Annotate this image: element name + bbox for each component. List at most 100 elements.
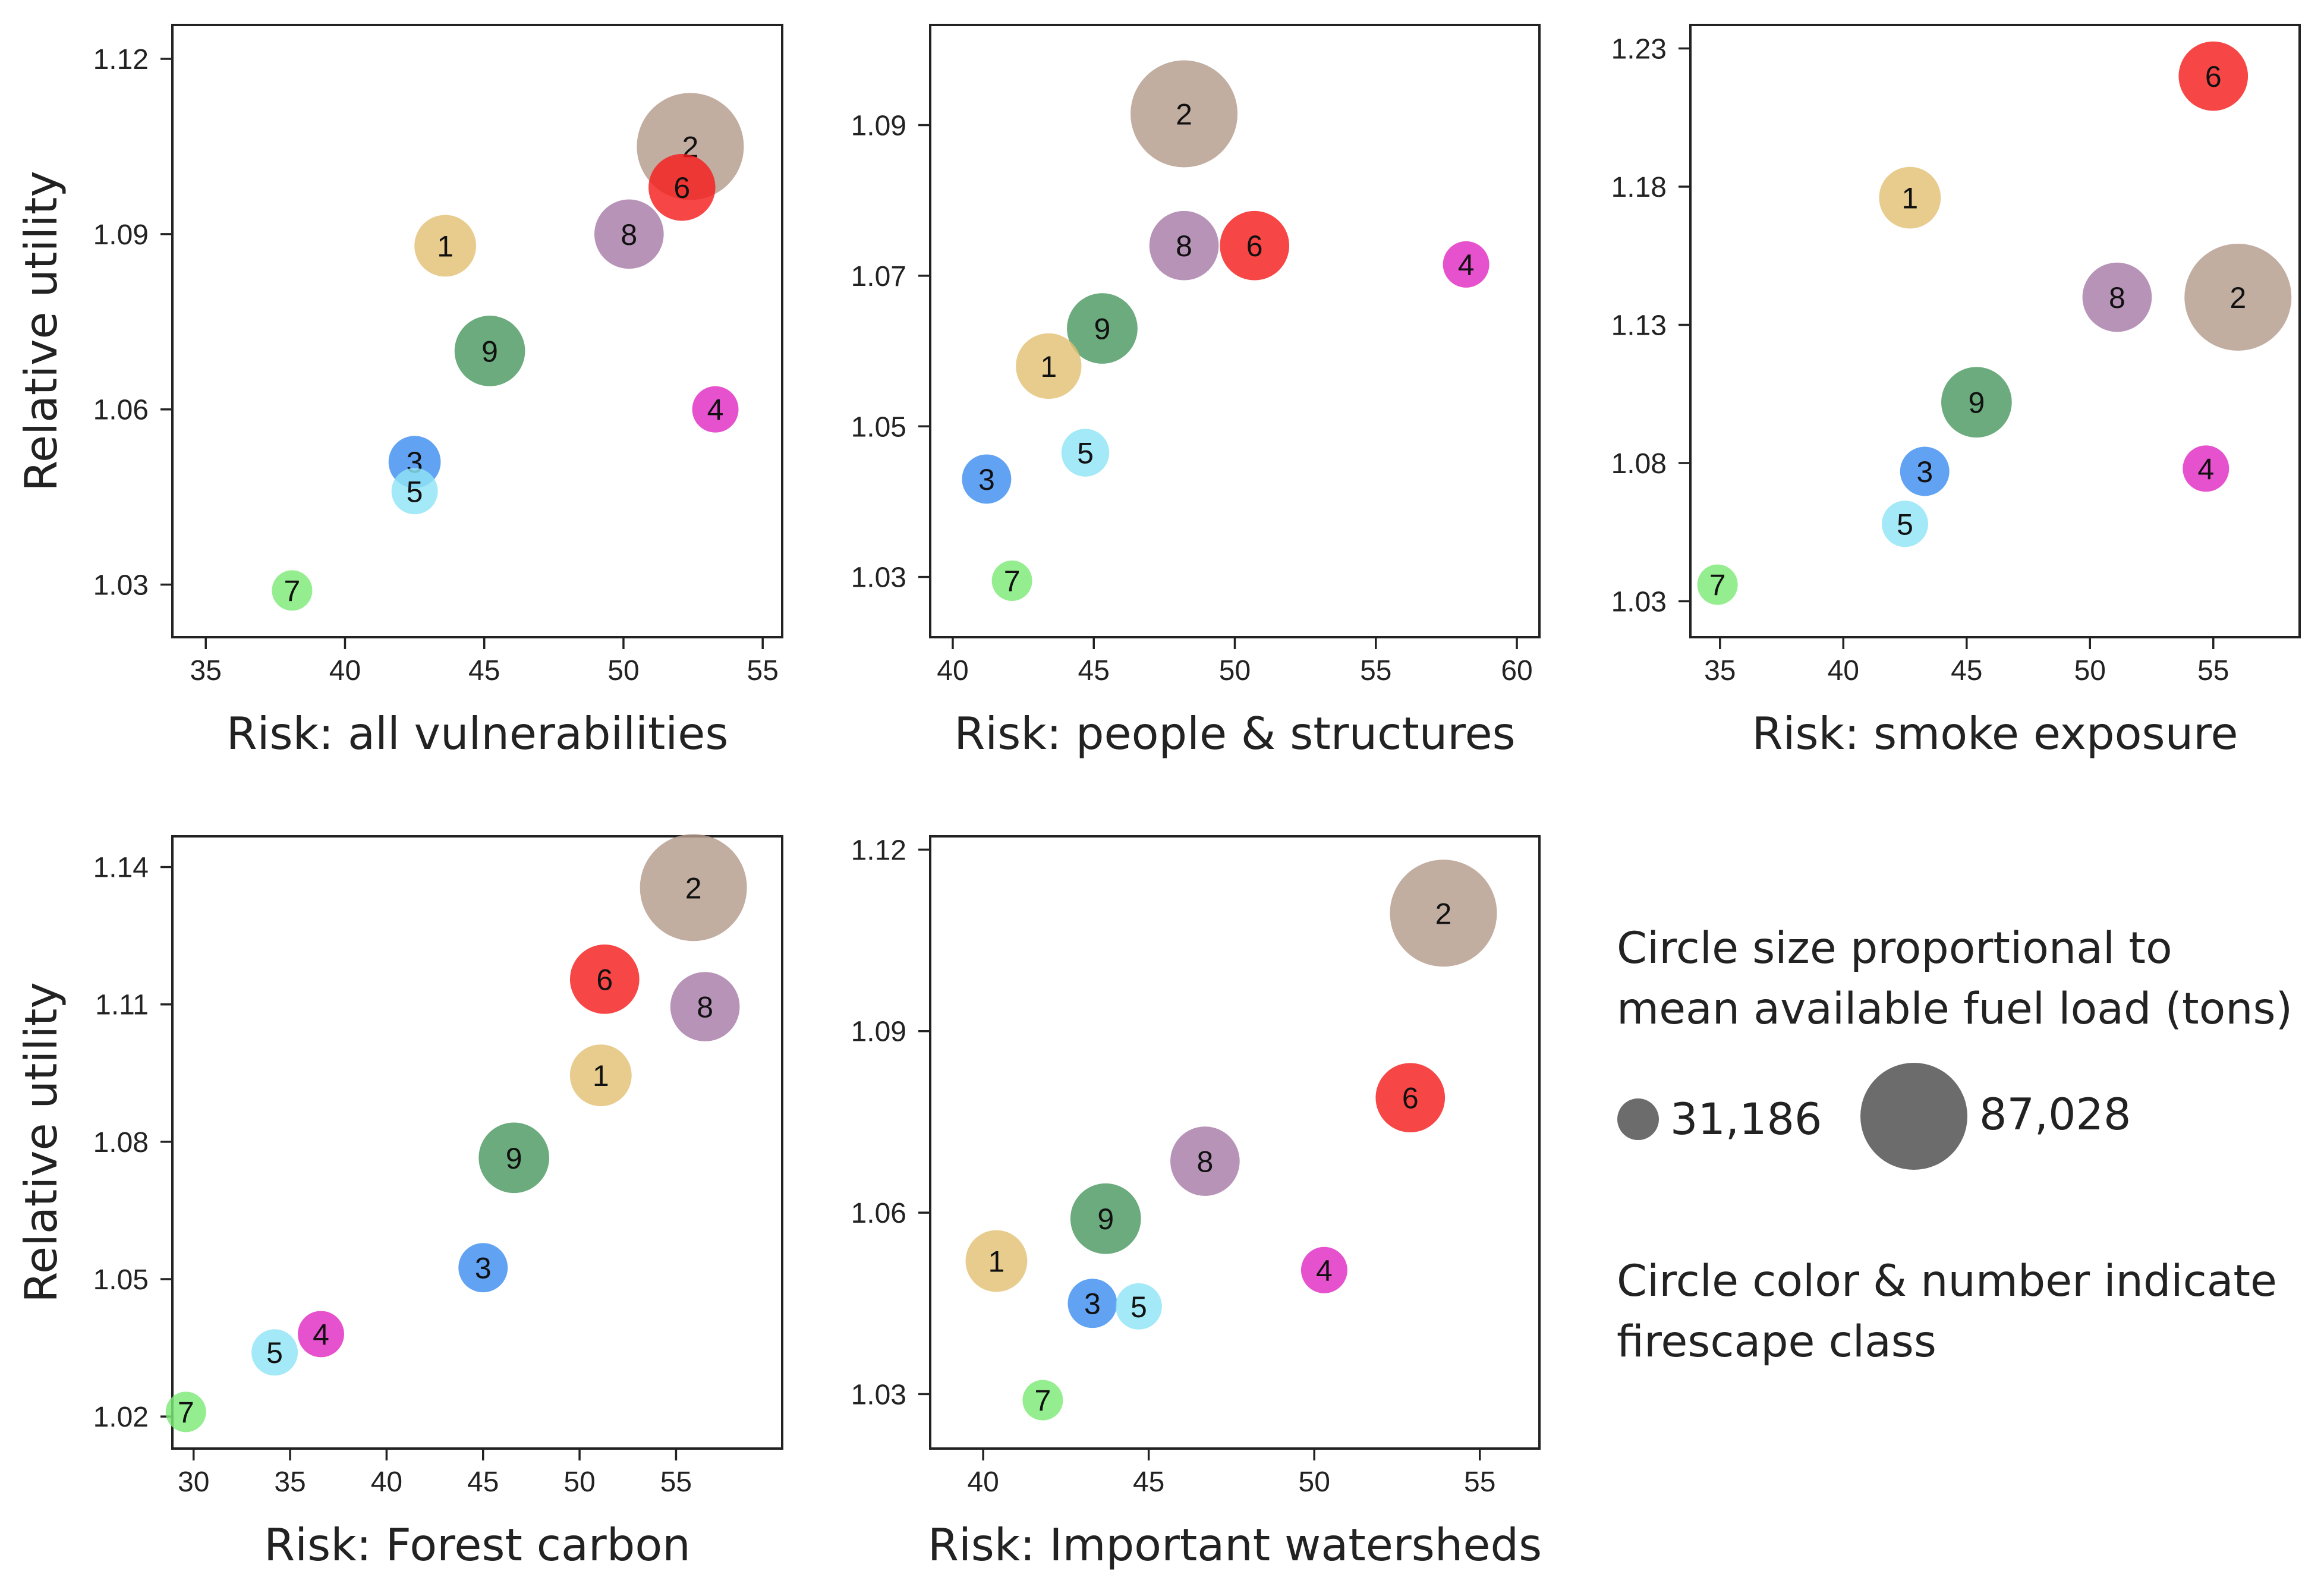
bubble-label: 3 — [475, 1252, 492, 1285]
legend-color-title-line1: Circle color & number indicate — [1617, 1256, 2277, 1306]
x-tick-label: 45 — [1133, 1466, 1164, 1498]
bubble-label: 9 — [1097, 1202, 1114, 1236]
bubble-label: 4 — [313, 1318, 329, 1351]
bubble-class-4 — [1300, 1246, 1347, 1293]
bubble-label: 7 — [1034, 1384, 1051, 1418]
x-tick-label: 45 — [1078, 655, 1110, 687]
bubble-label: 5 — [1130, 1290, 1147, 1324]
bubble-label: 8 — [1196, 1145, 1213, 1179]
bubble-label: 6 — [596, 963, 613, 996]
bubble-class-5 — [251, 1329, 298, 1376]
legend-large-circle — [1860, 1063, 1967, 1170]
y-tick-label: 1.11 — [95, 990, 149, 1021]
legend-color-title-line2: firescape class — [1617, 1317, 1936, 1367]
bubble-label: 1 — [437, 230, 454, 263]
x-axis-label: Risk: people & structures — [954, 707, 1515, 760]
y-tick-label: 1.09 — [851, 1016, 906, 1048]
bubble-label: 7 — [1709, 569, 1726, 602]
bubble-class-2 — [1390, 860, 1497, 967]
x-tick-label: 55 — [660, 1466, 692, 1498]
legend-size-title-line1: Circle size proportional to — [1617, 923, 2172, 974]
bubble-class-5 — [1882, 500, 1928, 547]
bubble-label: 2 — [685, 871, 702, 905]
y-tick-label: 1.03 — [851, 562, 906, 594]
bubble-label: 7 — [1004, 565, 1021, 598]
bubble-label: 1 — [988, 1245, 1005, 1278]
bubble-label: 4 — [1316, 1254, 1333, 1287]
bubble-label: 1 — [1040, 350, 1057, 383]
y-tick-label: 1.03 — [1611, 587, 1667, 618]
bubble-label: 9 — [1968, 386, 1985, 420]
bubble-label: 5 — [1077, 437, 1094, 470]
bubble-label: 5 — [266, 1336, 283, 1370]
bubble-class-9 — [1067, 293, 1138, 364]
x-tick-label: 50 — [1219, 655, 1251, 687]
x-tick-label: 45 — [1951, 655, 1982, 687]
bubble-class-9 — [1070, 1183, 1141, 1254]
y-tick-label: 1.23 — [1611, 34, 1667, 65]
bubble-label: 6 — [2205, 60, 2222, 93]
bubble-label: 3 — [1916, 455, 1933, 489]
bubble-class-8 — [1149, 210, 1219, 281]
bubble-class-5 — [1115, 1283, 1162, 1330]
bubble-label: 3 — [978, 463, 995, 496]
y-tick-label: 1.09 — [93, 219, 149, 251]
bubble-class-6 — [1220, 210, 1290, 281]
bubble-class-2 — [2184, 244, 2292, 351]
bubble-class-8 — [1170, 1126, 1240, 1196]
bubble-class-1 — [414, 215, 477, 277]
bubble-class-7 — [165, 1391, 206, 1433]
x-axis-label: Risk: all vulnerabilities — [226, 707, 729, 760]
bubble-label: 9 — [506, 1142, 522, 1175]
x-axis-label: Risk: Important watersheds — [928, 1519, 1542, 1571]
bubble-label: 8 — [621, 218, 637, 251]
bubble-class-5 — [1061, 429, 1110, 477]
bubble-class-4 — [692, 386, 739, 433]
bubble-label: 3 — [1084, 1287, 1101, 1321]
bubble-class-1 — [965, 1230, 1028, 1292]
bubble-class-3 — [1900, 446, 1950, 496]
bubble-class-6 — [2178, 41, 2249, 111]
bubble-label: 6 — [1246, 229, 1263, 263]
x-tick-label: 35 — [274, 1466, 306, 1498]
bubble-label: 1 — [1901, 182, 1918, 215]
x-tick-label: 30 — [178, 1466, 209, 1498]
x-axis-label: Risk: Forest carbon — [264, 1519, 691, 1571]
bubble-class-7 — [991, 560, 1032, 601]
y-tick-label: 1.12 — [851, 835, 906, 866]
plot-frame — [1689, 24, 2301, 638]
y-tick-label: 1.09 — [851, 110, 906, 141]
bubble-class-7 — [1022, 1380, 1063, 1421]
bubble-label: 7 — [178, 1396, 194, 1429]
y-tick-label: 1.08 — [1611, 448, 1667, 480]
x-tick-label: 55 — [1360, 655, 1391, 687]
bubble-label: 6 — [1402, 1082, 1419, 1115]
bubble-label: 8 — [1176, 229, 1192, 263]
x-tick-label: 50 — [607, 655, 639, 687]
bubble-label: 6 — [673, 171, 690, 204]
y-tick-label: 1.03 — [851, 1379, 906, 1411]
x-tick-label: 35 — [1704, 655, 1736, 687]
bubble-class-2 — [1130, 60, 1238, 168]
bubble-class-9 — [454, 316, 525, 386]
plot-frame — [929, 835, 1541, 1450]
x-tick-label: 50 — [2074, 655, 2106, 687]
bubble-label: 2 — [1176, 97, 1192, 131]
x-tick-label: 45 — [467, 1466, 499, 1498]
x-tick-label: 40 — [329, 655, 361, 687]
bubble-class-3 — [962, 454, 1012, 504]
bubble-label: 4 — [707, 393, 724, 427]
bubble-class-8 — [2082, 262, 2152, 332]
y-tick-label: 1.03 — [93, 570, 149, 602]
bubble-class-9 — [478, 1122, 550, 1194]
bubble-label: 4 — [2197, 452, 2214, 486]
y-tick-label: 1.12 — [93, 44, 149, 75]
bubble-class-7 — [1697, 564, 1738, 605]
bubble-class-1 — [1879, 166, 1941, 229]
y-tick-label: 1.14 — [93, 852, 149, 884]
